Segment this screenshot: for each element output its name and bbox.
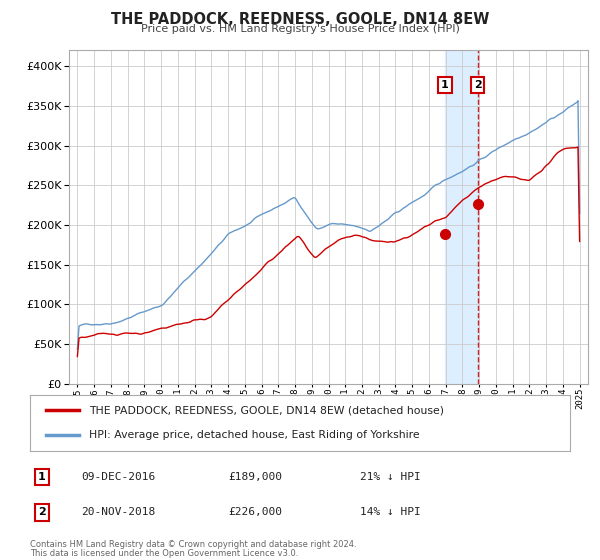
Text: 21% ↓ HPI: 21% ↓ HPI [360,472,421,482]
Bar [445,50,478,384]
Text: 2: 2 [38,507,46,517]
Text: 14% ↓ HPI: 14% ↓ HPI [360,507,421,517]
Text: 1: 1 [441,81,449,90]
Text: THE PADDOCK, REEDNESS, GOOLE, DN14 8EW: THE PADDOCK, REEDNESS, GOOLE, DN14 8EW [111,12,489,27]
Text: 20-NOV-2018: 20-NOV-2018 [81,507,155,517]
Text: 09-DEC-2016: 09-DEC-2016 [81,472,155,482]
Text: Price paid vs. HM Land Registry's House Price Index (HPI): Price paid vs. HM Land Registry's House … [140,24,460,34]
Text: Contains HM Land Registry data © Crown copyright and database right 2024.: Contains HM Land Registry data © Crown c… [30,540,356,549]
Text: £226,000: £226,000 [228,507,282,517]
Text: This data is licensed under the Open Government Licence v3.0.: This data is licensed under the Open Gov… [30,549,298,558]
Text: £189,000: £189,000 [228,472,282,482]
Text: HPI: Average price, detached house, East Riding of Yorkshire: HPI: Average price, detached house, East… [89,430,420,440]
Text: 1: 1 [38,472,46,482]
Text: 2: 2 [473,81,481,90]
Text: THE PADDOCK, REEDNESS, GOOLE, DN14 8EW (detached house): THE PADDOCK, REEDNESS, GOOLE, DN14 8EW (… [89,405,445,416]
